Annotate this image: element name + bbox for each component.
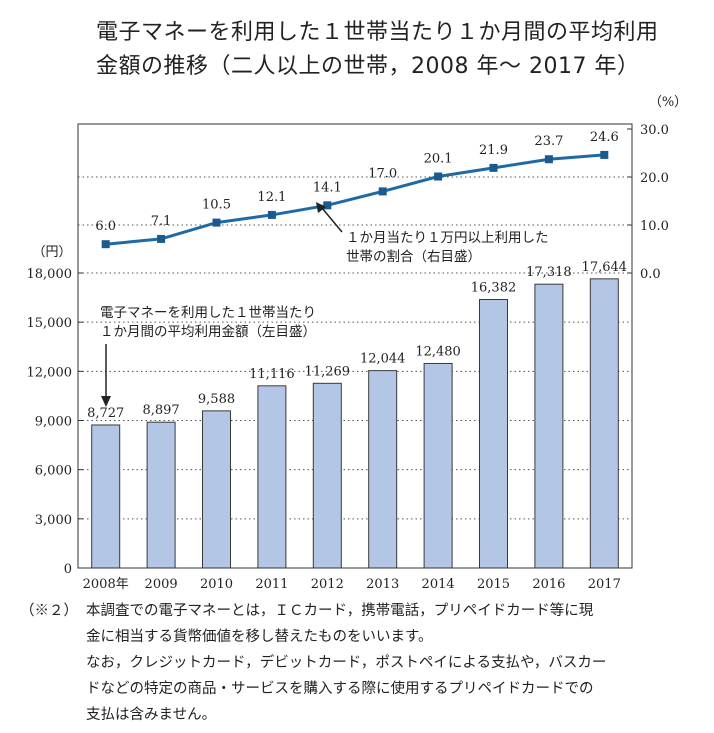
right-tick-label: 30.0: [640, 123, 669, 138]
left-tick-label: 6,000: [35, 464, 72, 479]
bar-value-label: 9,588: [198, 392, 235, 407]
x-tick-label: 2016: [532, 577, 565, 592]
chart-title-line-2: 金額の推移（二人以上の世帯，2008 年～ 2017 年）: [96, 54, 640, 79]
line-point: [378, 187, 387, 196]
line-series-label: １か月当たり１万円以上利用した: [346, 230, 549, 246]
line-value-label: 7.1: [151, 214, 172, 229]
bar: [479, 299, 508, 569]
footnote-line: 金に相当する貨幣価値を移し替えたものをいいます。: [86, 629, 433, 645]
line-value-label: 20.1: [424, 152, 453, 167]
x-tick-label: 2008年: [83, 577, 129, 592]
line-point: [323, 201, 332, 210]
x-tick-label: 2014: [422, 577, 455, 592]
left-tick-label: 15,000: [27, 316, 73, 331]
line-point: [600, 150, 609, 159]
line-point: [544, 155, 553, 164]
left-tick-label: 12,000: [27, 365, 73, 380]
left-axis-unit: （円）: [32, 245, 71, 260]
bar: [423, 362, 453, 569]
footnote-line: 本調査での電子マネーとは，ＩＣカード，携帯電話，プリペイドカード等に現: [86, 603, 594, 619]
right-tick-label: 20.0: [640, 171, 669, 186]
bar-value-label: 17,644: [582, 260, 628, 275]
bar-value-label: 8,727: [87, 406, 124, 421]
bar: [202, 410, 231, 569]
chart-title-line-1: 電子マネーを利用した１世帯当たり１か月間の平均利用: [96, 20, 659, 45]
line-value-label: 24.6: [590, 130, 619, 145]
line-series-label: 世帯の割合（右目盛）: [346, 248, 481, 265]
footnote-marker: （※２）: [20, 603, 78, 619]
line-path: [105, 153, 605, 246]
bar: [534, 283, 564, 569]
x-tick-label: 2013: [366, 577, 399, 592]
x-tick-label: 2017: [588, 577, 621, 592]
footnote-line: なお，クレジットカード，デビットカード，ポストペイによる支払や，バスカー: [86, 655, 607, 671]
combo-chart: 18,000 15,000 12,000 9,000 6,000 3,000 0 （円） 30.…: [27, 95, 688, 592]
line-value-label: 23.7: [534, 134, 563, 149]
bar: [312, 382, 342, 569]
footnote-line: 支払は含みません。: [86, 707, 217, 723]
chart-labels: 8,727 8,897 9,588 11,116 11,269 12,044 12,480 1…: [87, 130, 627, 421]
right-tick-label: 10.0: [640, 219, 669, 234]
bar-value-label: 17,318: [526, 265, 572, 280]
bar: [257, 385, 287, 569]
left-tick-label: 9,000: [35, 415, 72, 430]
left-tick-label: 18,000: [27, 267, 73, 282]
x-tick-label: 2012: [311, 577, 344, 592]
bar-value-label: 11,269: [305, 364, 351, 379]
bar-label-arrow-head: [101, 396, 111, 407]
line-label-arrow-head: [316, 202, 326, 213]
x-tick-label: 2015: [477, 577, 510, 592]
bar: [91, 424, 121, 569]
right-tick-label: 0.0: [640, 267, 661, 282]
line-point: [489, 163, 498, 172]
bar-value-label: 8,897: [142, 403, 179, 418]
bar: [146, 421, 176, 569]
bar-value-label: 12,044: [360, 352, 406, 367]
left-tick-label: 0: [64, 562, 72, 577]
plot-frame: [77, 123, 633, 569]
line-value-label: 21.9: [479, 143, 508, 158]
line-value-label: 6.0: [95, 219, 116, 234]
annotations: 電子マネーを利用した１世帯当たり １か月間の平均利用金額（左目盛） １か月当たり１万…: [100, 202, 549, 407]
bar: [589, 278, 619, 569]
line-value-label: 10.5: [202, 198, 231, 213]
line-series: [101, 150, 609, 249]
line-value-label: 12.1: [257, 190, 286, 205]
line-point: [434, 172, 443, 181]
line-point: [267, 210, 276, 219]
bar-series: [91, 278, 619, 569]
right-axis-unit: （%）: [649, 95, 687, 110]
line-value-label: 14.1: [313, 180, 342, 195]
axes: 18,000 15,000 12,000 9,000 6,000 3,000 0 （円） 30.…: [27, 95, 688, 592]
bar-value-label: 16,382: [471, 281, 517, 296]
line-point: [212, 218, 221, 227]
bar-value-label: 12,480: [415, 344, 461, 359]
chart-title: 電子マネーを利用した１世帯当たり１か月間の平均利用 金額の推移（二人以上の世帯，…: [96, 16, 696, 84]
x-tick-label: 2010: [200, 577, 233, 592]
line-value-label: 17.0: [368, 166, 397, 181]
x-tick-label: 2009: [145, 577, 178, 592]
bar: [368, 370, 398, 569]
bar-value-label: 11,116: [249, 367, 295, 382]
line-point: [101, 240, 110, 249]
bar-series-label: １か月間の平均利用金額（左目盛）: [100, 324, 316, 340]
bar-series-label: 電子マネーを利用した１世帯当たり: [100, 305, 316, 321]
x-tick-label: 2011: [255, 577, 288, 592]
line-point: [157, 234, 166, 243]
footnote-line: ドなどの特定の商品・サービスを購入する際に使用するプリペイドカードでの: [86, 681, 594, 697]
left-tick-label: 3,000: [35, 513, 72, 528]
line-label-arrow-shaft: [321, 207, 343, 233]
footnote-body: 本調査での電子マネーとは，ＩＣカード，携帯電話，プリペイドカード等に現 金に相当…: [86, 598, 686, 728]
